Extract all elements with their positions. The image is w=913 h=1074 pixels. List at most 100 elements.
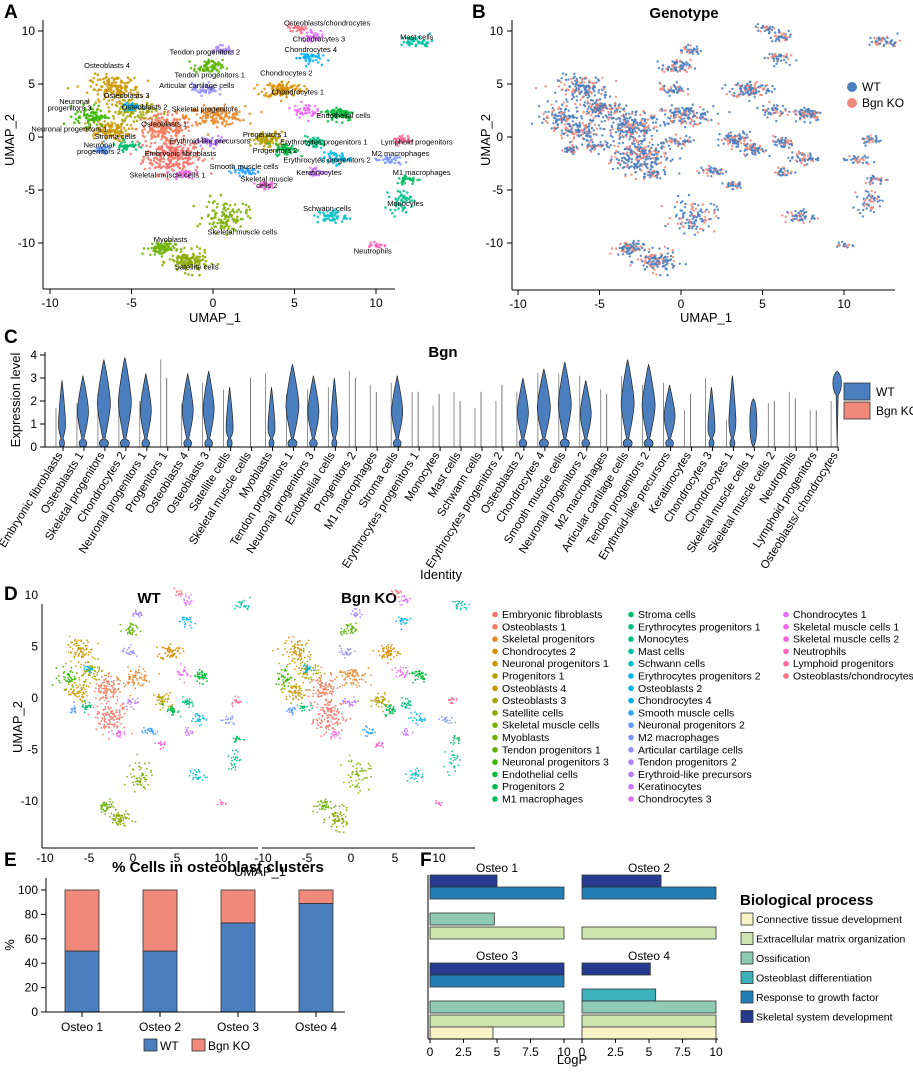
umap-point <box>680 202 682 204</box>
umap-point <box>752 153 754 155</box>
umap-point <box>754 144 756 146</box>
umap-point <box>564 123 566 125</box>
umap-point <box>198 122 201 125</box>
umap-point <box>600 143 602 145</box>
umap-point <box>104 116 107 119</box>
x-axis-title-a: UMAP_1 <box>189 310 241 325</box>
umap-point <box>683 113 685 115</box>
umap-point <box>187 126 190 129</box>
umap-point <box>200 95 203 98</box>
umap-point <box>312 54 315 57</box>
umap-point <box>97 98 100 101</box>
umap-point <box>184 254 187 257</box>
umap-point <box>615 247 617 249</box>
umap-point <box>731 94 733 96</box>
umap-point <box>644 268 646 270</box>
umap-point <box>612 168 614 170</box>
umap-point <box>77 116 80 119</box>
umap-point <box>329 219 332 222</box>
umap-point <box>162 261 165 264</box>
umap-point <box>774 53 776 55</box>
umap-point <box>635 114 637 116</box>
umap-point <box>862 215 864 217</box>
umap-point <box>645 132 647 134</box>
umap-point <box>580 115 582 117</box>
umap-point <box>699 228 701 230</box>
umap-point <box>644 164 646 166</box>
cluster-label: Erythroid-like precursors <box>169 136 251 145</box>
umap-point <box>753 147 755 149</box>
umap-point <box>411 183 414 186</box>
umap-point <box>640 140 642 142</box>
umap-point <box>561 104 563 106</box>
umap-point <box>183 247 186 250</box>
umap-point <box>625 135 627 137</box>
umap-point <box>749 145 751 147</box>
umap-point <box>177 158 180 161</box>
umap-point <box>615 80 617 82</box>
umap-point <box>795 159 797 161</box>
umap-point <box>115 124 118 127</box>
panel-letter-a: A <box>4 2 18 23</box>
umap-point <box>685 121 687 123</box>
umap-point <box>671 112 673 114</box>
umap-point <box>786 211 788 213</box>
umap-point <box>587 144 589 146</box>
umap-point <box>650 114 652 116</box>
umap-point <box>689 112 691 114</box>
umap-point <box>554 113 556 115</box>
umap-point <box>113 79 116 82</box>
umap-point <box>650 162 652 164</box>
umap-point <box>135 148 138 151</box>
umap-point <box>242 203 245 206</box>
umap-point <box>268 96 271 99</box>
umap-point <box>218 218 221 221</box>
umap-point <box>576 99 578 101</box>
umap-point <box>799 159 801 161</box>
umap-point <box>195 259 198 262</box>
umap-point <box>592 119 594 121</box>
umap-point <box>272 142 275 145</box>
umap-point <box>104 120 107 123</box>
umap-point <box>730 148 732 150</box>
umap-point <box>775 58 777 60</box>
umap-point <box>609 253 611 255</box>
umap-point <box>572 117 574 119</box>
umap-point <box>592 141 594 143</box>
umap-point <box>634 163 636 165</box>
umap-point <box>552 122 554 124</box>
cluster-label: Tendon progenitors 1 <box>175 71 245 80</box>
umap-point <box>681 118 683 120</box>
umap-point <box>780 54 782 56</box>
umap-point <box>137 114 140 117</box>
umap-point <box>750 84 752 86</box>
umap-point <box>566 118 568 120</box>
umap-points-b <box>531 23 901 276</box>
umap-point <box>630 153 632 155</box>
umap-point <box>609 129 611 131</box>
umap-point <box>684 69 686 71</box>
umap-point <box>176 256 179 259</box>
umap-point <box>813 116 815 118</box>
umap-point <box>314 55 317 58</box>
umap-point <box>222 66 225 69</box>
umap-point <box>236 216 239 219</box>
umap-point <box>405 161 408 164</box>
umap-point <box>783 143 785 145</box>
umap-point <box>561 130 563 132</box>
umap-point <box>92 112 95 115</box>
umap-point <box>171 163 174 166</box>
umap-point <box>217 61 220 64</box>
umap-point <box>622 152 624 154</box>
umap-point <box>322 54 325 57</box>
umap-point <box>691 212 693 214</box>
umap-point <box>644 126 646 128</box>
umap-point <box>662 64 664 66</box>
umap-point <box>298 116 301 119</box>
umap-point <box>570 78 572 80</box>
umap-point <box>686 219 688 221</box>
umap-point <box>739 92 741 94</box>
umap-point <box>578 90 580 92</box>
umap-point <box>810 154 812 156</box>
umap-point <box>213 221 216 224</box>
